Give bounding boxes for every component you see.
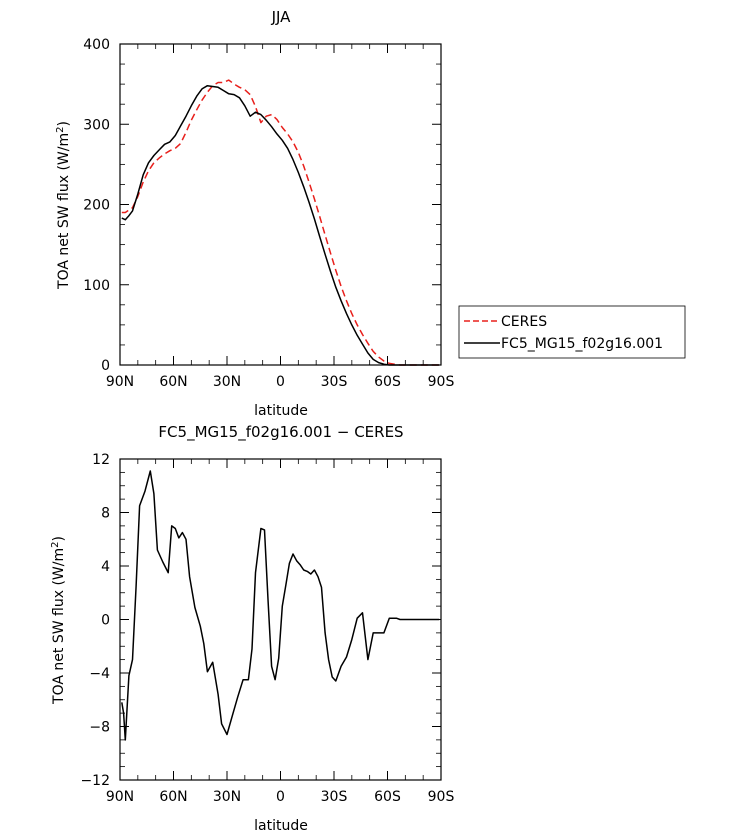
bottom-plot-frame <box>119 458 442 781</box>
top-tick-marks: 0 100 200 300 400 90N 60N 30N 0 30S 60S 90S <box>83 37 454 390</box>
bottom-xtick-label: 60N <box>159 789 187 805</box>
top-xtick-label: 90S <box>428 374 455 390</box>
bottom-series-line-0 <box>121 470 440 741</box>
bottom-xtick-label: 90S <box>428 789 455 805</box>
bottom-xtick-label: 30S <box>321 789 348 805</box>
bottom-xtick-label: 30N <box>213 789 241 805</box>
top-ylabel: TOA net SW flux (W/m2) <box>55 121 72 290</box>
top-xlabel: latitude <box>254 403 308 419</box>
bottom-ytick-label: −4 <box>89 666 110 682</box>
top-series-line-ceres <box>121 79 440 366</box>
legend: CERES FC5_MG15_f02g16.001 <box>458 305 686 359</box>
bottom-xtick-label: 0 <box>276 789 285 805</box>
top-xtick-label: 60N <box>159 374 187 390</box>
top-ytick-label: 300 <box>83 117 110 133</box>
bottom-panel: FC5_MG15_f02g16.001 − CERES −12 −8 −4 0 4 8 12… <box>50 423 454 834</box>
top-plot-frame <box>119 43 442 366</box>
bottom-ytick-label: 4 <box>101 559 110 575</box>
bottom-ytick-label: 8 <box>101 506 110 522</box>
top-xtick-label: 90N <box>106 374 134 390</box>
legend-label-ceres: CERES <box>501 314 547 330</box>
bottom-ylabel: TOA net SW flux (W/m2) <box>50 536 67 705</box>
bottom-ytick-label: −12 <box>80 773 110 789</box>
top-xtick-label: 30S <box>321 374 348 390</box>
bottom-ytick-label: −8 <box>89 720 110 736</box>
bottom-ytick-label: 0 <box>101 613 110 629</box>
legend-label-model: FC5_MG15_f02g16.001 <box>501 336 663 352</box>
top-ytick-label: 0 <box>101 358 110 374</box>
bottom-series-group <box>121 470 440 741</box>
top-series-group <box>121 79 440 366</box>
top-series-line-fc5-mg15-f02g16-001 <box>121 84 440 366</box>
top-panel: JJA 0 100 200 300 400 90N 60N 30N 0 30S 60S 90S TOA… <box>55 8 686 419</box>
bottom-tick-marks: −12 −8 −4 0 4 8 12 90N 60N 30N 0 30S 60S 90S <box>80 452 454 805</box>
bottom-ytick-label: 12 <box>92 452 110 468</box>
bottom-xtick-label: 60S <box>374 789 401 805</box>
bottom-chart-title: FC5_MG15_f02g16.001 − CERES <box>158 423 403 442</box>
top-xtick-label: 30N <box>213 374 241 390</box>
bottom-xtick-label: 90N <box>106 789 134 805</box>
top-ytick-label: 200 <box>83 198 110 214</box>
top-ytick-label: 400 <box>83 37 110 53</box>
top-chart-title: JJA <box>271 8 292 26</box>
top-xtick-label: 60S <box>374 374 401 390</box>
top-xtick-label: 0 <box>276 374 285 390</box>
legend-box <box>458 305 686 359</box>
top-ytick-label: 100 <box>83 278 110 294</box>
bottom-xlabel: latitude <box>254 818 308 834</box>
